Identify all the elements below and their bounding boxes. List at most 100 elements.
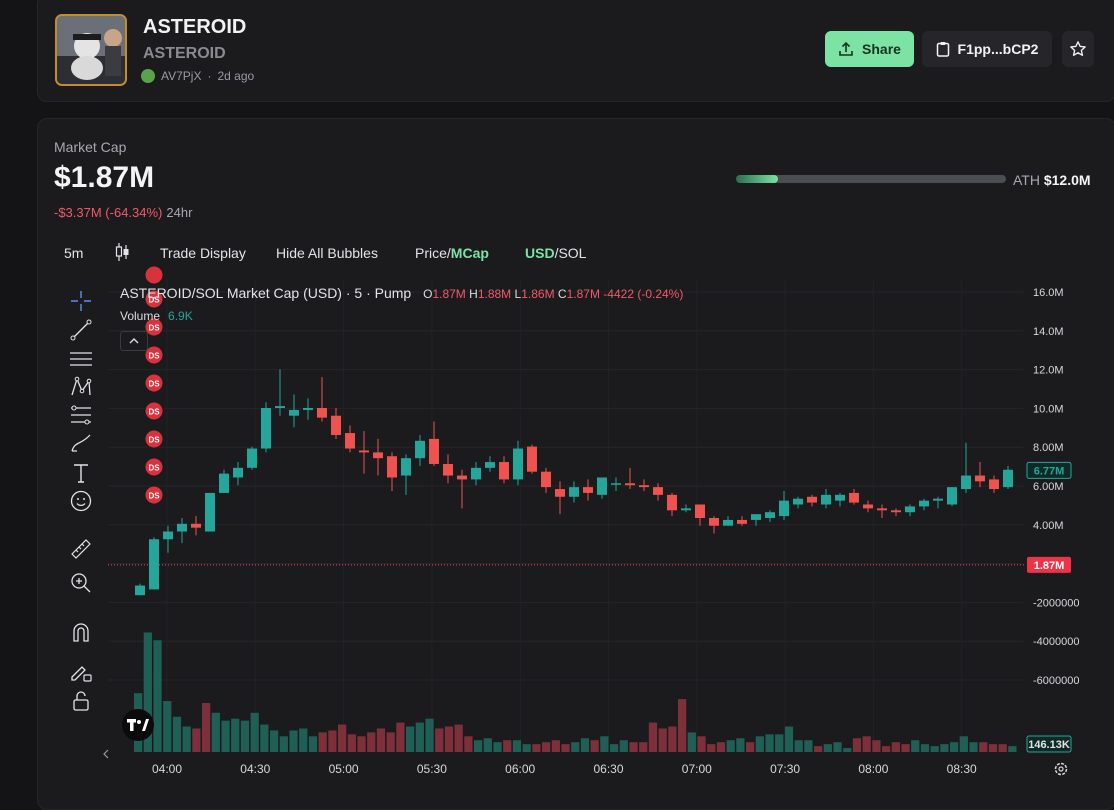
candle-body [149, 539, 159, 590]
volume-bar [512, 740, 522, 752]
favorite-button[interactable] [1062, 31, 1094, 67]
emoji-tool[interactable] [66, 487, 96, 515]
current-price-label: 1.87M [1034, 560, 1065, 572]
tradingview-logo[interactable] [122, 709, 154, 741]
volume-bar [202, 703, 211, 752]
chevron-left-icon[interactable] [103, 749, 109, 759]
copy-address-button[interactable]: F1pp...bCP2 [922, 31, 1052, 67]
crosshair-tool[interactable] [66, 287, 96, 315]
candle-body [317, 408, 327, 418]
volume-bar [192, 728, 201, 752]
ds-marker[interactable]: DS [144, 429, 164, 449]
ds-marker[interactable]: DS [144, 289, 164, 309]
share-button[interactable]: Share [825, 31, 914, 67]
candle-body [779, 500, 789, 517]
settings-gear-icon[interactable] [1054, 762, 1068, 776]
candle-body [499, 462, 509, 480]
lock-drawing-tool[interactable] [66, 657, 96, 685]
token-avatar[interactable] [55, 14, 127, 86]
collapse-legend-button[interactable] [120, 331, 148, 351]
volume-bar [619, 740, 628, 752]
chart-symbol-title[interactable]: ASTEROID/SOL Market Cap (USD) · 5 · Pump [120, 285, 412, 301]
created-age: 2d ago [217, 69, 255, 83]
candle-type-button[interactable] [114, 242, 130, 265]
brush-tool[interactable] [66, 429, 96, 457]
candle-body [289, 409, 299, 416]
volume-bar [920, 744, 930, 752]
ds-marker[interactable]: DS [144, 373, 164, 393]
volume-bar [542, 742, 551, 752]
ds-marker[interactable]: DS [144, 401, 164, 421]
volume-bar [444, 726, 454, 752]
volume-bar [746, 742, 755, 752]
volume-bar [425, 718, 434, 752]
volume-bar [493, 742, 502, 752]
price-chart[interactable]: 16.0M14.0M12.0M10.0M8.00M6.00M4.00M0-200… [38, 119, 1114, 809]
market-card: Market Cap $1.87M -$3.37M (-64.34%) 24hr … [37, 118, 1114, 810]
creator-avatar-icon[interactable] [141, 69, 155, 83]
candle-body [681, 508, 691, 511]
fib-tool[interactable] [66, 401, 96, 429]
text-tool[interactable] [66, 459, 96, 487]
x-tick-label: 07:30 [770, 762, 800, 776]
interval-button[interactable]: 5m [64, 245, 84, 261]
token-ticker: ASTEROID [143, 45, 226, 62]
volume-bar [464, 736, 473, 752]
volume-bar [347, 734, 356, 752]
candle-body [359, 450, 369, 453]
ds-marker[interactable]: DS [144, 317, 164, 337]
volume-bar [357, 736, 366, 752]
change-readout: -4422 (-0.24%) [603, 287, 684, 301]
x-tick-label: 05:30 [417, 762, 447, 776]
last-volume-label-box [1026, 735, 1072, 753]
creator-name[interactable]: AV7PjX [161, 69, 202, 83]
candle-body [807, 496, 817, 503]
lock-tool[interactable] [66, 687, 96, 715]
candle-body [527, 446, 537, 472]
candle-body [261, 408, 271, 449]
ds-marker[interactable] [144, 265, 164, 285]
y-tick-label: 14.0M [1033, 326, 1064, 338]
horizontal-lines-tool[interactable] [66, 345, 96, 373]
pattern-tool[interactable] [66, 373, 96, 401]
ds-marker[interactable]: DS [144, 345, 164, 365]
volume-bar [279, 736, 288, 752]
price-mcap-toggle[interactable]: Price/MCap [415, 245, 489, 261]
trendline-icon [70, 319, 92, 341]
zoom-tool[interactable] [66, 569, 96, 597]
volume-bar [260, 724, 269, 752]
ds-marker[interactable]: DS [144, 485, 164, 505]
volume-bar [755, 736, 764, 752]
token-header: ASTEROID ASTEROID AV7PjX · 2d ago Share … [37, 0, 1114, 102]
candle-body [723, 519, 733, 526]
ruler-tool[interactable] [66, 535, 96, 563]
volume-bar [376, 728, 386, 752]
low-value: 1.86M [521, 287, 555, 301]
trendline-tool[interactable] [66, 316, 96, 344]
volume-bar [590, 740, 599, 752]
x-tick-label: 06:30 [593, 762, 623, 776]
close-value: 1.87M [566, 287, 600, 301]
tradingview-logo-icon [127, 719, 149, 731]
open-value: 1.87M [432, 287, 466, 301]
usd-sol-toggle[interactable]: USD/SOL [525, 245, 586, 261]
ath-readout: ATH $12.0M [1013, 172, 1091, 188]
brush-icon [71, 434, 91, 452]
trade-display-button[interactable]: Trade Display [160, 245, 246, 261]
volume-bar [697, 736, 706, 752]
volume-bar [707, 744, 716, 752]
last-volume-label: 146.13K [1028, 739, 1070, 751]
volume-bar [231, 718, 240, 752]
volume-label: Volume [120, 309, 161, 323]
candle-body [961, 475, 971, 490]
ds-marker-label: DS [148, 492, 160, 501]
volume-bar [872, 740, 881, 752]
candle-body [429, 438, 439, 464]
ds-marker[interactable]: DS [144, 457, 164, 477]
candle-body [905, 506, 915, 513]
volume-bar [988, 744, 998, 752]
hide-bubbles-button[interactable]: Hide All Bubbles [276, 245, 378, 261]
volume-bar [240, 720, 250, 752]
magnet-tool[interactable] [66, 619, 96, 647]
y-tick-label: -2000000 [1033, 597, 1080, 609]
